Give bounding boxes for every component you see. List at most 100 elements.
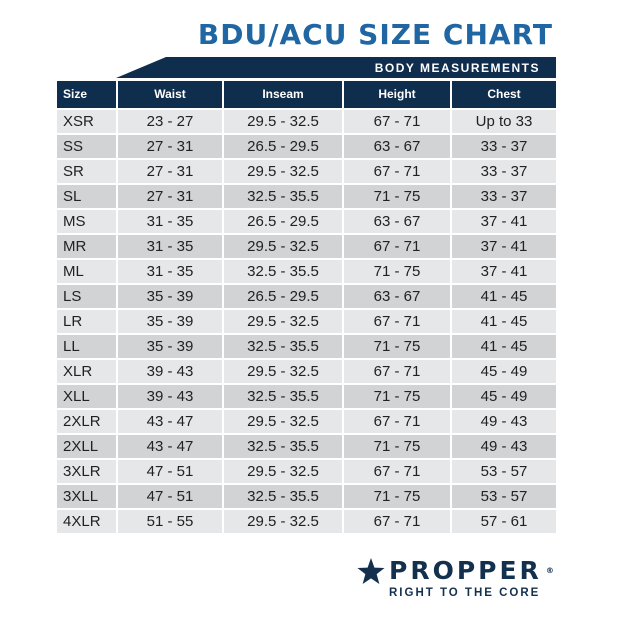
header-inseam: Inseam	[224, 81, 342, 108]
cell-inseam: 29.5 - 32.5	[224, 160, 342, 183]
table-row: XLL 39 - 43 32.5 - 35.5 71 - 75 45 - 49	[57, 385, 556, 408]
cell-inseam: 32.5 - 35.5	[224, 185, 342, 208]
cell-chest: 57 - 61	[452, 510, 556, 533]
cell-chest: 37 - 41	[452, 210, 556, 233]
cell-inseam: 29.5 - 32.5	[224, 410, 342, 433]
cell-height: 67 - 71	[344, 360, 450, 383]
cell-height: 67 - 71	[344, 310, 450, 333]
cell-size: MS	[57, 210, 116, 233]
table-row: MR 31 - 35 29.5 - 32.5 67 - 71 37 - 41	[57, 235, 556, 258]
tagline: RIGHT TO THE CORE	[389, 587, 541, 599]
cell-chest: 37 - 41	[452, 235, 556, 258]
cell-height: 67 - 71	[344, 110, 450, 133]
cell-inseam: 32.5 - 35.5	[224, 435, 342, 458]
cell-chest: 53 - 57	[452, 485, 556, 508]
table-row: SR 27 - 31 29.5 - 32.5 67 - 71 33 - 37	[57, 160, 556, 183]
header-size: Size	[57, 81, 116, 108]
cell-size: 2XLL	[57, 435, 116, 458]
cell-inseam: 29.5 - 32.5	[224, 235, 342, 258]
cell-chest: 41 - 45	[452, 285, 556, 308]
cell-inseam: 29.5 - 32.5	[224, 460, 342, 483]
cell-height: 71 - 75	[344, 185, 450, 208]
cell-height: 67 - 71	[344, 160, 450, 183]
propper-logo: PROPPER ® RIGHT TO THE CORE	[357, 556, 557, 599]
cell-waist: 43 - 47	[118, 410, 222, 433]
cell-waist: 31 - 35	[118, 210, 222, 233]
cell-chest: Up to 33	[452, 110, 556, 133]
table-row: 2XLL 43 - 47 32.5 - 35.5 71 - 75 49 - 43	[57, 435, 556, 458]
header-height: Height	[344, 81, 450, 108]
registered-mark: ®	[545, 566, 557, 575]
cell-size: SL	[57, 185, 116, 208]
cell-waist: 23 - 27	[118, 110, 222, 133]
cell-inseam: 32.5 - 35.5	[224, 485, 342, 508]
cell-chest: 49 - 43	[452, 435, 556, 458]
cell-inseam: 32.5 - 35.5	[224, 335, 342, 358]
table-row: 3XLL 47 - 51 32.5 - 35.5 71 - 75 53 - 57	[57, 485, 556, 508]
cell-inseam: 26.5 - 29.5	[224, 210, 342, 233]
band-label: BODY MEASUREMENTS	[374, 61, 540, 75]
page-title: BDU/ACU SIZE CHART	[197, 18, 553, 51]
cell-inseam: 29.5 - 32.5	[224, 510, 342, 533]
cell-height: 71 - 75	[344, 385, 450, 408]
cell-chest: 45 - 49	[452, 360, 556, 383]
cell-height: 67 - 71	[344, 410, 450, 433]
cell-inseam: 29.5 - 32.5	[224, 310, 342, 333]
cell-waist: 43 - 47	[118, 435, 222, 458]
cell-waist: 35 - 39	[118, 335, 222, 358]
table-row: 3XLR 47 - 51 29.5 - 32.5 67 - 71 53 - 57	[57, 460, 556, 483]
cell-size: 2XLR	[57, 410, 116, 433]
cell-size: LR	[57, 310, 116, 333]
cell-waist: 47 - 51	[118, 485, 222, 508]
cell-size: MR	[57, 235, 116, 258]
cell-waist: 47 - 51	[118, 460, 222, 483]
table-row: MS 31 - 35 26.5 - 29.5 63 - 67 37 - 41	[57, 210, 556, 233]
table-row: SS 27 - 31 26.5 - 29.5 63 - 67 33 - 37	[57, 135, 556, 158]
cell-height: 71 - 75	[344, 435, 450, 458]
body-measurements-band: BODY MEASUREMENTS	[116, 57, 556, 78]
cell-inseam: 32.5 - 35.5	[224, 260, 342, 283]
cell-waist: 35 - 39	[118, 310, 222, 333]
cell-height: 71 - 75	[344, 485, 450, 508]
table-row: LS 35 - 39 26.5 - 29.5 63 - 67 41 - 45	[57, 285, 556, 308]
cell-waist: 39 - 43	[118, 360, 222, 383]
cell-waist: 51 - 55	[118, 510, 222, 533]
cell-size: 4XLR	[57, 510, 116, 533]
cell-height: 67 - 71	[344, 460, 450, 483]
cell-size: ML	[57, 260, 116, 283]
table-row: XSR 23 - 27 29.5 - 32.5 67 - 71 Up to 33	[57, 110, 556, 133]
table-row: XLR 39 - 43 29.5 - 32.5 67 - 71 45 - 49	[57, 360, 556, 383]
cell-inseam: 26.5 - 29.5	[224, 285, 342, 308]
cell-height: 67 - 71	[344, 510, 450, 533]
cell-waist: 31 - 35	[118, 235, 222, 258]
brand-name: PROPPER	[389, 556, 542, 585]
cell-height: 67 - 71	[344, 235, 450, 258]
cell-chest: 33 - 37	[452, 160, 556, 183]
table-row: 4XLR 51 - 55 29.5 - 32.5 67 - 71 57 - 61	[57, 510, 556, 533]
cell-size: LL	[57, 335, 116, 358]
cell-chest: 53 - 57	[452, 460, 556, 483]
cell-waist: 31 - 35	[118, 260, 222, 283]
cell-height: 71 - 75	[344, 260, 450, 283]
cell-chest: 49 - 43	[452, 410, 556, 433]
table-row: SL 27 - 31 32.5 - 35.5 71 - 75 33 - 37	[57, 185, 556, 208]
cell-size: SS	[57, 135, 116, 158]
cell-inseam: 29.5 - 32.5	[224, 110, 342, 133]
cell-chest: 41 - 45	[452, 335, 556, 358]
cell-inseam: 29.5 - 32.5	[224, 360, 342, 383]
table-row: LR 35 - 39 29.5 - 32.5 67 - 71 41 - 45	[57, 310, 556, 333]
cell-inseam: 26.5 - 29.5	[224, 135, 342, 158]
table-row: 2XLR 43 - 47 29.5 - 32.5 67 - 71 49 - 43	[57, 410, 556, 433]
table-row: ML 31 - 35 32.5 - 35.5 71 - 75 37 - 41	[57, 260, 556, 283]
cell-chest: 41 - 45	[452, 310, 556, 333]
cell-chest: 33 - 37	[452, 135, 556, 158]
cell-waist: 27 - 31	[118, 135, 222, 158]
cell-size: XLL	[57, 385, 116, 408]
cell-chest: 33 - 37	[452, 185, 556, 208]
cell-height: 71 - 75	[344, 335, 450, 358]
cell-waist: 27 - 31	[118, 185, 222, 208]
header-waist: Waist	[118, 81, 222, 108]
table-row: LL 35 - 39 32.5 - 35.5 71 - 75 41 - 45	[57, 335, 556, 358]
cell-height: 63 - 67	[344, 210, 450, 233]
cell-size: 3XLL	[57, 485, 116, 508]
